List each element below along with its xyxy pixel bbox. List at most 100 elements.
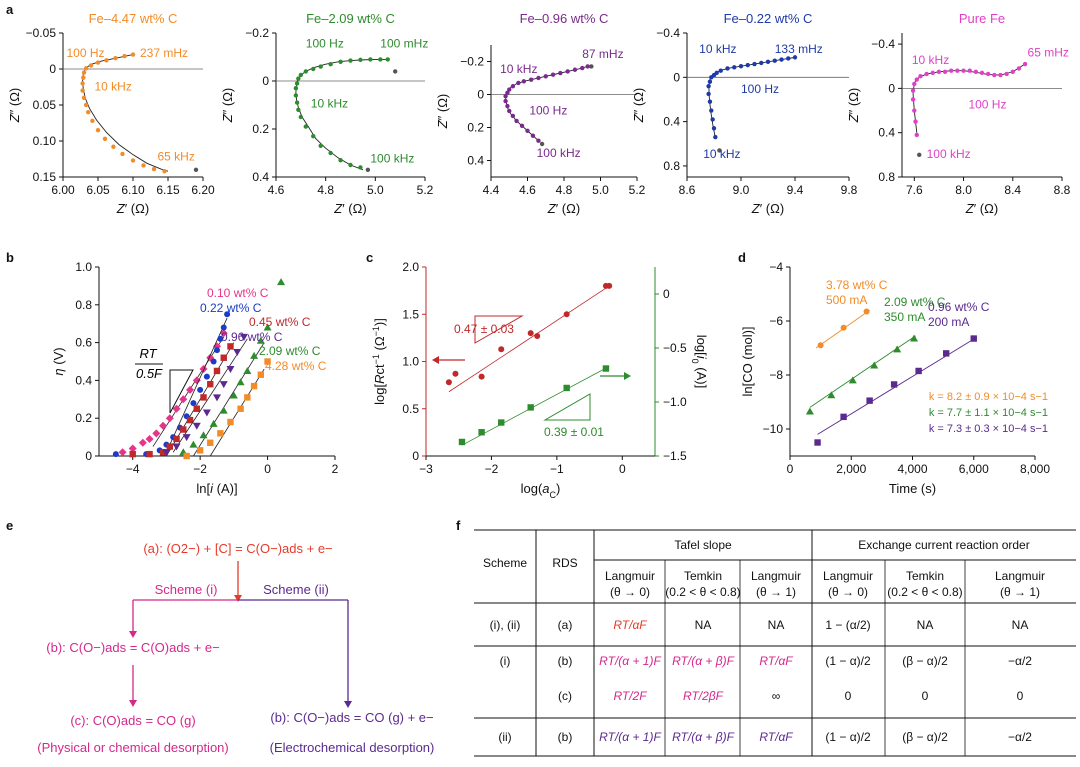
plot-title: Pure Fe (959, 11, 1005, 26)
data-point (130, 52, 136, 57)
x-tick-label: 9.4 (787, 183, 804, 197)
data-point (498, 419, 505, 426)
panel-label-f: f (456, 518, 461, 533)
data-point (179, 395, 188, 404)
y-tick-label: 0.8 (878, 170, 895, 184)
table-cell: RT/(α + 1)F (599, 654, 661, 668)
data-point (264, 358, 271, 365)
y-axis-label: ln[CO (mol)] (740, 326, 755, 396)
legend-label: 0.22 wt% C (200, 301, 262, 315)
data-point (113, 56, 118, 61)
data-point (86, 110, 91, 115)
frequency-annotation: 100 kHz (537, 146, 581, 160)
y-tick-label: −0.4 (656, 26, 680, 40)
y-tick-label: 0.2 (467, 121, 484, 135)
scheme-note-i: (Physical or chemical desorption) (37, 740, 228, 755)
data-point (840, 324, 847, 331)
y-tick-label: −0.05 (26, 26, 57, 40)
table-cell: NA (1012, 618, 1029, 632)
data-point (277, 278, 286, 286)
data-point (912, 108, 917, 113)
x-tick-label: 5.2 (417, 183, 434, 197)
slope-denominator: 0.5F (136, 366, 163, 381)
legend-label: 0.96 wt% C (221, 330, 283, 344)
data-point (193, 405, 200, 412)
data-point (165, 414, 174, 423)
table-cell: 0 (1017, 689, 1024, 703)
data-point (159, 421, 168, 430)
data-point (786, 56, 791, 61)
frequency-annotation: 237 mHz (140, 46, 188, 60)
scheme-ii-label: Scheme (ii) (263, 582, 329, 597)
series-label: 0.96 wt% C (928, 300, 990, 314)
data-point (236, 378, 245, 386)
x-tick-label: 8.4 (1004, 183, 1021, 197)
table-subhead: Temkin (684, 569, 722, 583)
x-tick-label: 8,000 (1020, 462, 1050, 476)
frequency-annotation: 133 mHz (775, 42, 823, 56)
scheme-step-a: (a): (O2−) + [C] = C(O−)ads + e− (143, 541, 332, 556)
data-point (924, 71, 929, 77)
data-point (1016, 66, 1022, 71)
frequency-annotation: 10 kHz (699, 42, 736, 56)
data-point (563, 311, 570, 318)
data-point (912, 81, 917, 87)
data-point (293, 93, 299, 98)
data-point (129, 450, 136, 458)
data-point (732, 65, 737, 70)
data-point (759, 60, 764, 66)
table-cell: RT/(α + 1)F (599, 730, 661, 744)
panel-label-c: c (366, 250, 373, 265)
data-point (244, 394, 251, 401)
data-point (498, 346, 505, 353)
data-point (209, 419, 218, 427)
table-head-rds: RDS (552, 556, 577, 570)
table-cell: RT/(α + β)F (672, 654, 734, 668)
table-cell: ∞ (772, 689, 781, 703)
table-head-scheme: Scheme (483, 556, 527, 570)
data-point (298, 114, 304, 120)
data-point (146, 450, 153, 458)
data-point (368, 57, 373, 62)
data-point (303, 124, 308, 129)
table-subhead: Temkin (906, 569, 944, 583)
x-tick-label: 4,000 (897, 462, 927, 476)
table-cell: (1 − α)/2 (825, 730, 871, 744)
nyquist-plot-5: Pure Fe 7.6 8.0 8.4 8.8 −0.4 0 0.4 0.8 Z′ (Ω) Z″ (… (846, 11, 1071, 216)
data-point (159, 449, 167, 456)
x-tick-label: −2 (193, 462, 207, 476)
data-point-outlier (365, 167, 371, 172)
y-tick-label: 0.8 (75, 298, 92, 312)
legend-label: 2.09 wt% C (259, 344, 321, 358)
data-point (293, 86, 299, 91)
table-cell: RT/αF (759, 730, 793, 744)
panel-label-b: b (6, 250, 14, 265)
data-point (985, 71, 991, 77)
data-point (534, 332, 541, 339)
data-point (95, 128, 101, 133)
data-point-outlier (589, 64, 594, 69)
x-tick-label: 8.0 (955, 183, 972, 197)
table-cell: (β − α)/2 (902, 730, 948, 744)
data-point (863, 308, 870, 315)
table-cell: 1 − (α/2) (825, 618, 870, 632)
data-point (711, 126, 717, 131)
arrowhead-i (129, 631, 137, 638)
data-point (918, 74, 923, 79)
data-point (378, 57, 383, 62)
data-point (866, 397, 873, 404)
data-point (910, 334, 919, 342)
x-axis-label: log(aC) (521, 481, 561, 500)
x-axis-label: Z′ (Ω) (751, 201, 784, 216)
frequency-annotation: 100 kHz (370, 152, 414, 166)
data-point (585, 64, 590, 69)
data-point-outlier (717, 148, 722, 153)
slope-triangle-red (474, 315, 524, 344)
data-point (219, 406, 228, 414)
y2-tick-label: −1.0 (663, 395, 687, 409)
data-point (452, 370, 459, 377)
table-cell: (β − α)/2 (902, 654, 948, 668)
data-point (207, 439, 214, 446)
data-point (910, 88, 916, 93)
x-tick-label: 0 (264, 462, 271, 476)
